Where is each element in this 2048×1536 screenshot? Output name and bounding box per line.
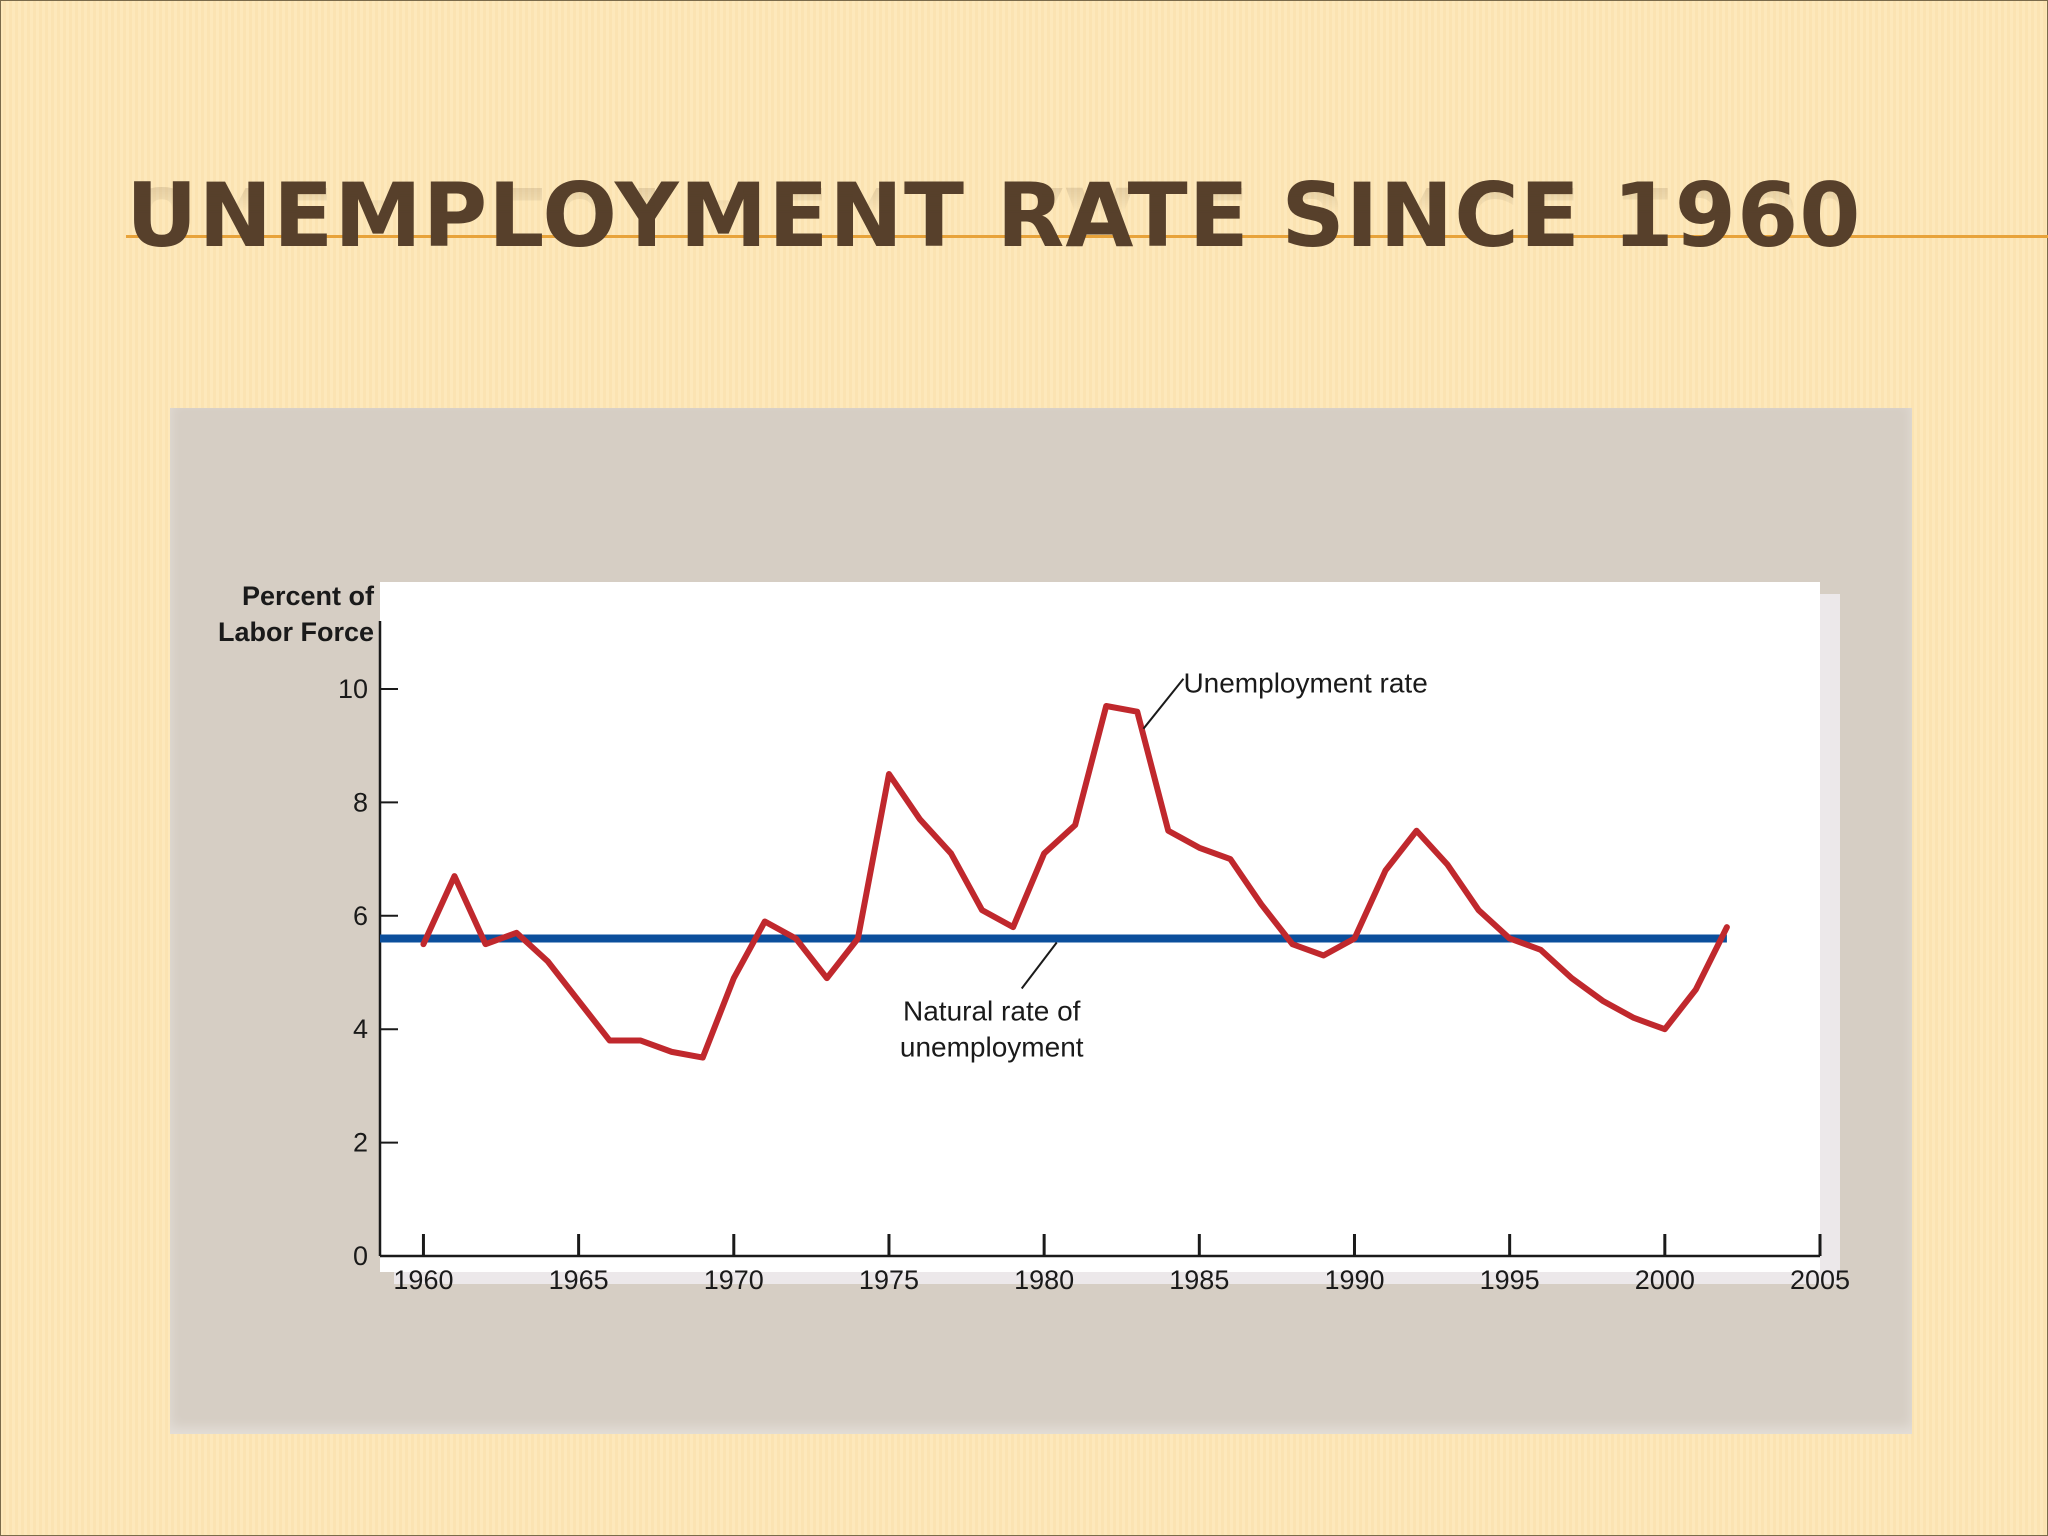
title-rule	[126, 235, 2048, 238]
slide-title: UNEMPLOYMENT RATE SINCE 1960	[126, 164, 1862, 267]
y-axis-label-line-2: Labor Force	[217, 617, 374, 647]
axes: 0 2 4 6 8 10 1960 1965 1970 1975 1980 1985 1990 1995 2…	[338, 620, 1850, 1295]
y-tick-label: 0	[353, 1241, 368, 1271]
x-tick-label: 1975	[859, 1265, 919, 1295]
y-tick-label: 6	[353, 901, 368, 931]
natural-rate-label-line: Natural rate of	[903, 995, 1081, 1026]
x-tick-label: 2000	[1635, 1265, 1695, 1295]
unemployment-rate-label: Unemployment rate	[1183, 668, 1427, 699]
plot-area	[380, 582, 1820, 1272]
y-axis-label-line-1: Percent of	[241, 581, 374, 611]
natural-rate-leader	[1020, 941, 1058, 990]
natural-rate-label-line: unemployment	[900, 1031, 1084, 1062]
x-tick-label: 1995	[1480, 1265, 1540, 1295]
y-axis-label: Percent of Labor Force	[218, 578, 374, 650]
unemployment-rate-leader	[1142, 678, 1185, 730]
x-tick-label: 1980	[1014, 1265, 1074, 1295]
annotations: Unemployment rate Natural rate of unemploy…	[900, 668, 1428, 1063]
x-tick-label: 1985	[1169, 1265, 1229, 1295]
series-layer	[380, 703, 1730, 1061]
y-tick-label: 4	[353, 1014, 368, 1044]
x-tick-label: 1970	[704, 1265, 764, 1295]
x-tick-label: 1965	[549, 1265, 609, 1295]
unemployment-rate-line	[420, 703, 1730, 1061]
x-tick-label: 1990	[1324, 1265, 1384, 1295]
y-tick-label: 10	[338, 674, 368, 704]
x-tick-label: 2005	[1790, 1265, 1850, 1295]
y-tick-label: 2	[353, 1128, 368, 1158]
x-tick-label: 1960	[393, 1265, 453, 1295]
y-tick-label: 8	[353, 787, 368, 817]
